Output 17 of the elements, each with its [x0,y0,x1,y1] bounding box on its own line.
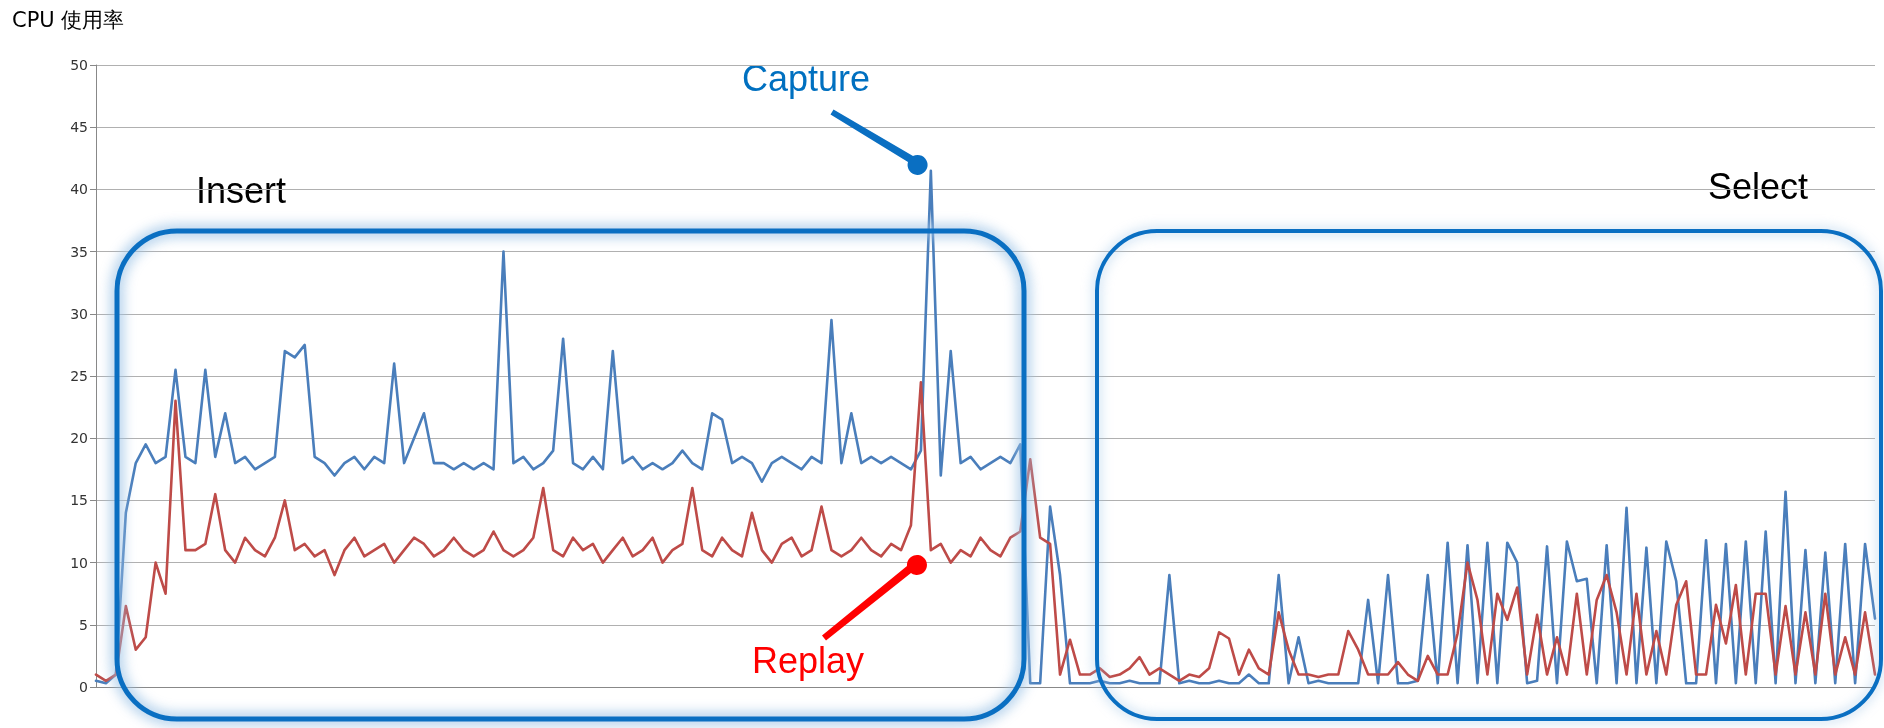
y-tick-label: 40 [70,181,88,198]
y-tick-label: 45 [70,119,88,136]
line-series [94,380,1877,683]
y-axis-title: CPU 使用率 [12,7,125,34]
y-tick-label: 5 [79,616,88,633]
y-tick-label: 20 [70,430,88,447]
y-tick-label: 0 [79,679,88,695]
annotation: Select [1708,165,1809,207]
y-tick-label: 15 [70,492,88,509]
y-tick-label: 35 [70,243,88,260]
y-tick-label: 50 [70,57,88,73]
annotation: Insert [196,169,287,211]
y-tick-label: 30 [70,305,88,322]
y-tick-label: 25 [70,368,88,384]
text: Capture [742,57,871,99]
y-tick-label: 10 [70,554,88,571]
text: Replay [752,639,865,681]
